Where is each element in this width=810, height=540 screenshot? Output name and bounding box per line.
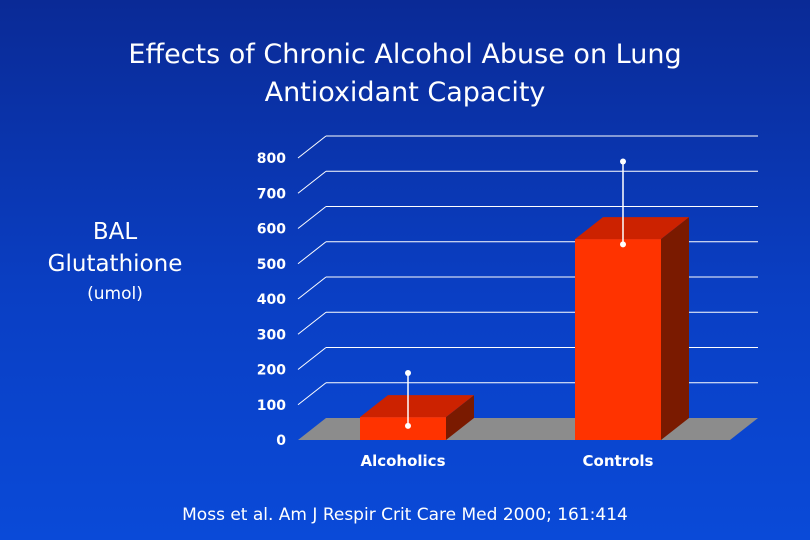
y-tick-label: 300 [257,327,286,343]
gridline-diagonal [297,347,327,370]
bar-side [661,217,689,440]
y-tick-label: 600 [257,222,286,238]
y-axis-title: BAL Glutathione [47,219,183,277]
error-bar-cap-low [620,241,626,248]
error-bar-cap-high [620,158,626,165]
bar-side [446,395,474,440]
y-tick-label: 0 [276,433,286,449]
x-category-label: Controls [583,452,654,470]
gridline-diagonal [297,241,327,265]
y-tick-label: 500 [257,257,286,273]
bar-alcoholics [360,417,446,440]
citation: Moss et al. Am J Respir Crit Care Med 20… [182,505,628,525]
gridline-diagonal [297,170,327,194]
y-tick-label: 400 [257,292,286,308]
gridline-diagonal [297,276,327,300]
x-category-label: Alcoholics [360,452,445,470]
y-axis-unit: (umol) [87,284,143,304]
bar-controls [575,239,661,440]
y-tick-label: 800 [257,151,286,167]
gridline-diagonal [297,311,327,335]
y-tick-label: 200 [257,363,286,379]
gridline-diagonal [297,382,327,406]
error-bar-cap-high [405,370,411,377]
bar-top [575,217,689,240]
chart-title-line-1: Effects of Chronic Alcohol Abuse on Lung [128,39,682,70]
chart-title-line-2: Antioxidant Capacity [264,77,546,108]
gridline-diagonal [297,135,327,159]
error-bar-cap-low [405,422,411,429]
gridline-diagonal [297,206,327,229]
y-axis-label: BAL Glutathione (umol) [30,216,200,306]
y-tick-label: 100 [257,398,286,414]
y-tick-label: 700 [257,186,286,202]
bar-top [360,395,474,418]
chart-title: Effects of Chronic Alcohol Abuse on Lung… [0,36,810,112]
